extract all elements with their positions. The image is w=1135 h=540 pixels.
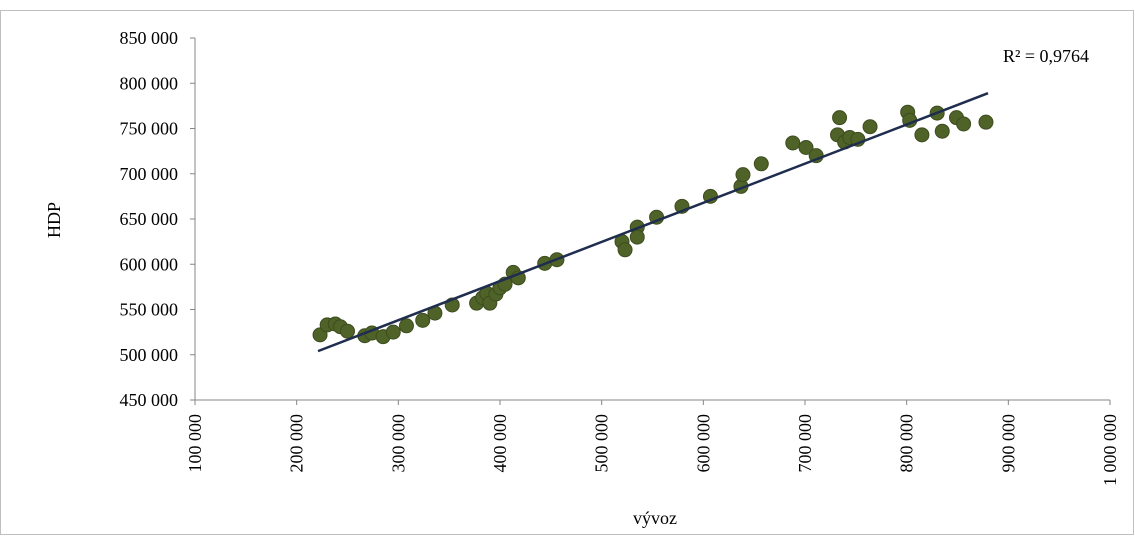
x-tick-label: 900 000 xyxy=(998,414,1018,473)
y-tick-label: 750 000 xyxy=(120,119,179,139)
x-tick-label: 300 000 xyxy=(388,414,408,473)
data-point xyxy=(914,127,930,143)
data-point xyxy=(798,140,814,156)
data-point xyxy=(398,318,414,334)
y-tick-label: 650 000 xyxy=(120,209,179,229)
x-tick-label: 700 000 xyxy=(795,414,815,473)
x-tick-label: 100 000 xyxy=(185,414,205,473)
x-tick-label: 1 000 000 xyxy=(1100,414,1120,486)
data-point xyxy=(629,229,645,245)
y-tick-label: 500 000 xyxy=(120,345,179,365)
x-tick-label: 800 000 xyxy=(897,414,917,473)
data-point xyxy=(415,312,431,328)
data-point xyxy=(340,323,355,339)
y-tick-label: 700 000 xyxy=(120,164,179,184)
data-point xyxy=(832,110,848,126)
data-point xyxy=(934,123,950,139)
data-point xyxy=(753,156,769,172)
data-point xyxy=(785,135,801,151)
trendline xyxy=(317,92,989,353)
y-tick-label: 550 000 xyxy=(120,300,179,320)
y-tick-label: 600 000 xyxy=(120,254,179,274)
r-squared-annotation: R² = 0,9764 xyxy=(1003,46,1089,66)
x-axis-title: vývoz xyxy=(633,508,677,528)
data-point xyxy=(735,167,751,183)
y-tick-label: 450 000 xyxy=(120,390,179,410)
data-point xyxy=(978,114,994,130)
y-tick-label: 800 000 xyxy=(120,73,179,93)
x-tick-label: 200 000 xyxy=(287,414,307,473)
data-point xyxy=(385,324,401,340)
y-axis-title: HDP xyxy=(44,202,64,238)
y-tick-label: 850 000 xyxy=(120,28,179,48)
data-point xyxy=(617,242,633,258)
data-point xyxy=(862,119,878,135)
x-tick-label: 400 000 xyxy=(490,414,510,473)
data-point xyxy=(956,116,972,132)
x-tick-label: 500 000 xyxy=(592,414,612,473)
x-tick-label: 600 000 xyxy=(693,414,713,473)
